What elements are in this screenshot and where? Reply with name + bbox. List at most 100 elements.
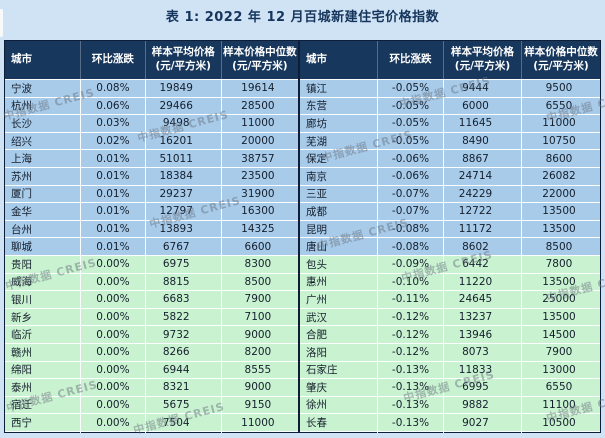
cell-mom: 0.00% <box>81 256 145 273</box>
cell-avg: 5822 <box>146 309 222 326</box>
cell-mom: 0.00% <box>81 414 145 431</box>
cell-mom: -0.10% <box>378 274 444 291</box>
cell-city: 合肥 <box>300 326 378 343</box>
cell-mom: -0.13% <box>378 397 444 414</box>
cell-avg: 12722 <box>444 203 522 220</box>
cell-median: 7800 <box>522 256 600 273</box>
cell-avg: 8073 <box>444 344 522 361</box>
cell-city: 保定 <box>300 150 378 167</box>
cell-median: 11000 <box>222 115 298 132</box>
header-row-right: 城市环比涨跌样本平均价格(元/平方米)样本价格中位数(元/平方米) <box>300 41 600 79</box>
cell-median: 13000 <box>522 362 600 379</box>
cell-median: 14325 <box>222 221 298 238</box>
cell-mom: -0.05% <box>378 133 444 150</box>
cell-city: 苏州 <box>5 168 81 185</box>
cell-median: 23500 <box>222 168 298 185</box>
cell-median: 6550 <box>522 98 600 115</box>
cell-city: 赣州 <box>5 344 81 361</box>
cell-avg: 9444 <box>444 80 522 97</box>
cell-mom: 0.01% <box>81 150 145 167</box>
cell-avg: 6442 <box>444 256 522 273</box>
column-header-avg: 样本平均价格(元/平方米) <box>444 41 522 79</box>
cell-median: 26082 <box>522 168 600 185</box>
cell-mom: 0.06% <box>81 98 145 115</box>
cell-avg: 11645 <box>444 115 522 132</box>
cell-avg: 6683 <box>146 291 222 308</box>
header-row-left: 城市环比涨跌样本平均价格(元/平方米)样本价格中位数(元/平方米) <box>5 41 298 79</box>
column-header-median: 样本价格中位数(元/平方米) <box>522 41 600 79</box>
cell-mom: 0.00% <box>81 291 145 308</box>
cell-city: 金华 <box>5 203 81 220</box>
cell-median: 19614 <box>222 80 298 97</box>
cell-mom: -0.07% <box>378 203 444 220</box>
cell-mom: -0.13% <box>378 362 444 379</box>
cell-avg: 8490 <box>444 133 522 150</box>
cell-avg: 18384 <box>146 168 222 185</box>
cell-avg: 8867 <box>444 150 522 167</box>
cell-median: 8500 <box>222 274 298 291</box>
cell-median: 38757 <box>222 150 298 167</box>
cell-mom: -0.13% <box>378 379 444 396</box>
cell-median: 20000 <box>222 133 298 150</box>
cell-median: 31900 <box>222 186 298 203</box>
cell-avg: 8602 <box>444 238 522 255</box>
cell-city: 南京 <box>300 168 378 185</box>
cell-median: 10750 <box>522 133 600 150</box>
cell-median: 28500 <box>222 98 298 115</box>
cell-mom: 0.00% <box>81 379 145 396</box>
cell-avg: 8266 <box>146 344 222 361</box>
cell-avg: 29466 <box>146 98 222 115</box>
cell-city: 肇庆 <box>300 379 378 396</box>
cell-city: 贵阳 <box>5 256 81 273</box>
column-header-city: 城市 <box>300 41 378 79</box>
cell-median: 7900 <box>222 291 298 308</box>
cell-mom: -0.06% <box>378 168 444 185</box>
cell-median: 16300 <box>222 203 298 220</box>
table-title: 表 1: 2022 年 12 月百城新建住宅价格指数 <box>0 6 605 25</box>
cell-avg: 8321 <box>146 379 222 396</box>
cell-city: 徐州 <box>300 397 378 414</box>
cell-city: 宿迁 <box>5 397 81 414</box>
cell-city: 镇江 <box>300 80 378 97</box>
cell-mom: 0.00% <box>81 344 145 361</box>
cell-median: 8555 <box>222 362 298 379</box>
cell-city: 石家庄 <box>300 362 378 379</box>
cell-mom: 0.01% <box>81 168 145 185</box>
cell-median: 25000 <box>522 291 600 308</box>
cell-city: 广州 <box>300 291 378 308</box>
cell-mom: 0.02% <box>81 133 145 150</box>
cell-median: 13500 <box>522 203 600 220</box>
cell-median: 8500 <box>522 238 600 255</box>
column-header-city: 城市 <box>5 41 81 79</box>
cell-avg: 11220 <box>444 274 522 291</box>
cell-mom: -0.05% <box>378 80 444 97</box>
cell-city: 芜湖 <box>300 133 378 150</box>
cell-city: 西宁 <box>5 414 81 431</box>
column-header-mom: 环比涨跌 <box>378 41 444 79</box>
column-header-avg: 样本平均价格(元/平方米) <box>146 41 222 79</box>
cell-avg: 9882 <box>444 397 522 414</box>
table-right-half: 城市环比涨跌样本平均价格(元/平方米)样本价格中位数(元/平方米)镇江-0.05… <box>298 41 600 432</box>
cell-avg: 6995 <box>444 379 522 396</box>
cell-median: 9500 <box>522 80 600 97</box>
cell-city: 厦门 <box>5 186 81 203</box>
table-row-cutoff <box>5 431 298 432</box>
